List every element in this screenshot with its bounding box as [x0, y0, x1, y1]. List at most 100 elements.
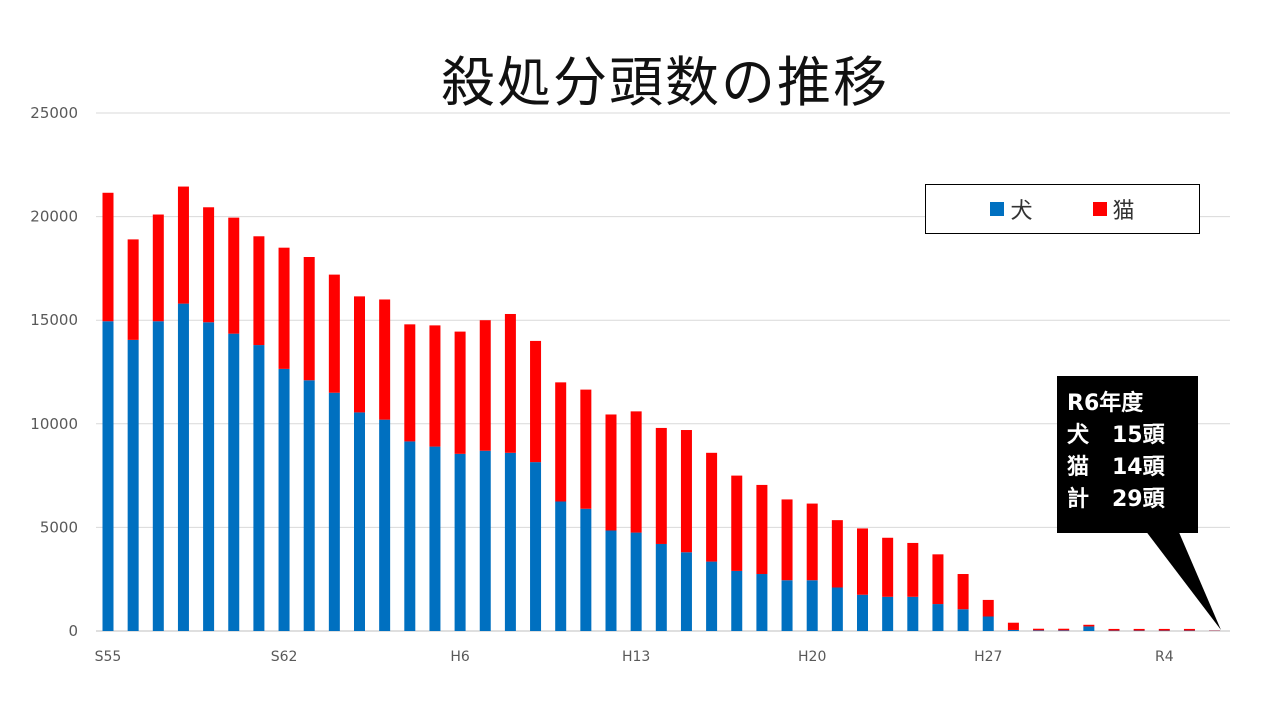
bar-cat-H7	[479, 320, 491, 451]
x-tick-label: H27	[974, 649, 1002, 665]
bar-dog-S55	[102, 321, 114, 631]
legend-label-cat: 猫	[1112, 199, 1135, 224]
bar-dog-H9	[530, 462, 542, 631]
bar-cat-S59	[203, 207, 215, 323]
bar-dog-S57	[152, 321, 164, 631]
bar-cat-S63	[303, 257, 315, 381]
x-tick-label: S55	[95, 649, 122, 665]
bar-cat-H28	[1007, 622, 1019, 630]
bar-dog-R1	[1083, 626, 1095, 631]
bar-dog-H10	[555, 501, 567, 631]
x-tick-label: R4	[1155, 649, 1174, 665]
legend-swatch-dog	[990, 202, 1005, 216]
bar-dog-H17	[731, 570, 743, 631]
callout-line-cat: 猫 14頭	[1067, 455, 1165, 480]
bar-cat-H20	[806, 503, 818, 581]
bar-dog-S63	[303, 380, 315, 631]
bar-dog-H4	[404, 441, 416, 631]
bar-dog-H21	[831, 587, 843, 631]
bar-cat-H3	[379, 299, 391, 420]
bar-dog-S60	[228, 333, 240, 631]
bar-dog-H2	[354, 412, 365, 631]
bar-cat-R3	[1133, 628, 1145, 631]
bar-cat-H13	[630, 411, 642, 533]
bar-cat-R4	[1158, 628, 1170, 631]
bar-dog-H1	[328, 392, 340, 631]
bar-dog-H26	[957, 609, 969, 631]
bar-cat-H22	[857, 528, 868, 595]
bar-cat-H30	[1058, 628, 1070, 631]
bar-cat-S58	[177, 186, 189, 304]
bar-cat-S56	[127, 239, 139, 340]
y-tick-label: 15000	[30, 311, 78, 329]
bar-cat-H12	[605, 414, 617, 531]
callout-pointer	[1145, 530, 1221, 630]
legend-swatch-cat	[1092, 202, 1107, 216]
y-tick-label: 0	[68, 622, 78, 640]
bar-cat-H17	[731, 475, 743, 571]
bar-dog-H27	[982, 616, 994, 631]
y-tick-label: 5000	[40, 518, 78, 536]
bar-cat-H21	[831, 520, 843, 588]
bar-dog-H15	[680, 552, 692, 631]
legend-item-dog: 犬	[990, 193, 1033, 225]
bar-cat-S60	[228, 217, 240, 334]
bar-cat-H25	[932, 554, 944, 605]
bar-cat-S61	[253, 236, 265, 346]
x-tick-label: S62	[271, 649, 298, 665]
bar-cat-R1	[1083, 624, 1095, 627]
callout-line-dog: 犬 15頭	[1067, 423, 1165, 448]
callout-line-total: 計 29頭	[1067, 487, 1165, 512]
bar-dog-S62	[278, 368, 290, 631]
bar-cat-H18	[756, 484, 768, 575]
bar-dog-S58	[177, 303, 189, 631]
y-tick-label: 25000	[30, 104, 78, 122]
bar-cat-H11	[580, 389, 592, 509]
bar-cat-H9	[530, 340, 542, 463]
bar-dog-H24	[907, 596, 919, 631]
bar-dog-H13	[630, 532, 642, 631]
bar-dog-H14	[655, 543, 667, 631]
bar-cat-H14	[655, 427, 667, 544]
bar-cat-H15	[680, 430, 692, 553]
bar-dog-H29	[1033, 630, 1045, 631]
legend-item-cat: 猫	[1092, 193, 1135, 225]
y-tick-label: 10000	[30, 415, 78, 433]
bar-dog-H6	[454, 453, 466, 631]
x-tick-label: H6	[450, 649, 470, 665]
bar-cat-H24	[907, 542, 919, 597]
x-tick-label: H20	[798, 649, 826, 665]
legend: 犬 猫	[925, 184, 1200, 234]
callout-box: R6年度 犬 15頭 猫 14頭 計 29頭	[1057, 376, 1198, 533]
bar-dog-S61	[253, 345, 265, 631]
bar-dog-S56	[127, 339, 139, 631]
bar-cat-S55	[102, 192, 114, 322]
bar-dog-H30	[1058, 630, 1070, 631]
bar-dog-H18	[756, 574, 768, 631]
bar-cat-H19	[781, 499, 793, 581]
bar-dog-H28	[1007, 629, 1019, 631]
bar-cat-H27	[982, 599, 994, 617]
bar-dog-H3	[379, 419, 391, 631]
bar-cat-S57	[152, 214, 164, 322]
bar-dog-H22	[857, 594, 868, 631]
bar-cat-H4	[404, 324, 416, 442]
chart-title: 殺処分頭数の推移	[441, 51, 889, 114]
legend-label-dog: 犬	[1010, 199, 1033, 224]
callout-line-year: R6年度	[1067, 391, 1144, 416]
bar-cat-H2	[354, 296, 365, 413]
x-tick-label: H13	[622, 649, 650, 665]
bar-cat-H1	[328, 274, 340, 393]
bar-dog-S59	[203, 322, 215, 631]
bar-dog-H16	[706, 561, 718, 631]
bar-cat-H5	[429, 325, 441, 447]
bar-dog-H7	[479, 450, 491, 631]
bar-cat-H29	[1033, 628, 1045, 631]
bar-cat-H16	[706, 452, 718, 562]
bar-dog-H20	[806, 580, 818, 631]
bar-dog-H19	[781, 580, 793, 631]
bar-dog-H25	[932, 604, 944, 631]
bar-cat-R5	[1183, 628, 1195, 631]
bar-dog-H11	[580, 508, 592, 631]
